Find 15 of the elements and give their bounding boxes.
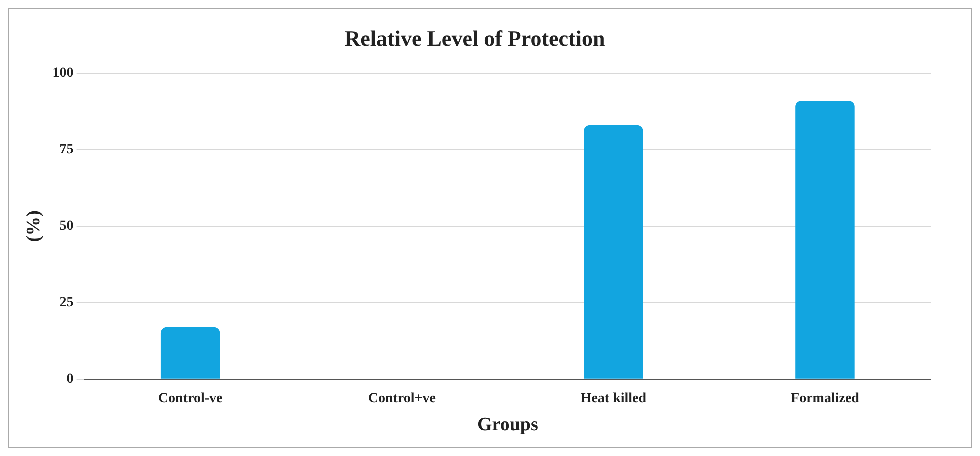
y-tick-label: 75 [60,142,74,158]
x-tick-label: Heat killed [580,391,647,406]
bar [160,327,220,379]
y-tick-label: 0 [66,372,74,388]
x-tick-label: Control-ve [158,391,223,406]
x-tick-label: Control+ve [368,391,436,406]
bar [584,125,644,379]
y-axis-title: (%) [23,210,44,242]
chart-title: Relative Level of Protection [344,26,606,51]
bar [796,100,855,379]
y-tick-label: 25 [60,296,74,311]
y-tick-label: 50 [60,219,74,234]
x-axis-title: Groups [477,414,538,436]
y-tick-label: 100 [52,66,74,82]
x-tick-label: Formalized [791,391,860,406]
